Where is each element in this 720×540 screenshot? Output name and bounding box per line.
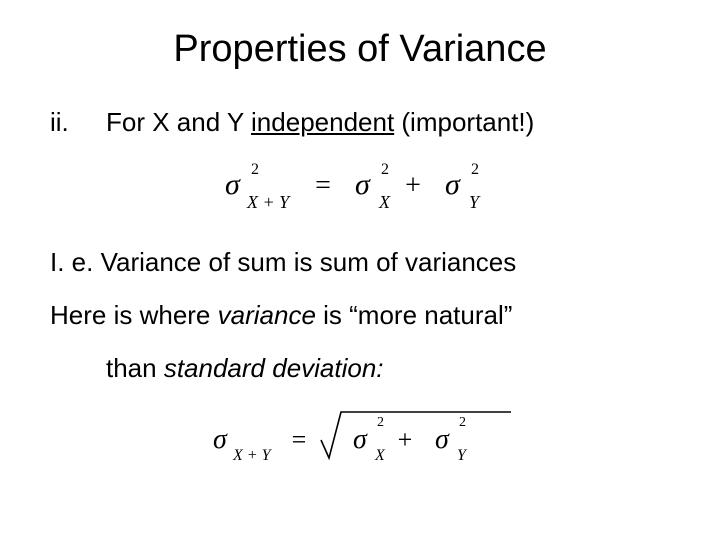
svg-text:Y: Y (457, 447, 468, 464)
svg-text:X: X (378, 192, 391, 210)
svg-text:X + Y: X + Y (246, 192, 291, 210)
here-italic-2: standard deviation: (164, 353, 384, 383)
svg-text:σ: σ (435, 424, 450, 455)
list-item-text: For X and Y independent (important!) (106, 105, 534, 140)
svg-text:=: = (292, 425, 307, 454)
page-title: Properties of Variance (50, 28, 670, 71)
svg-text:X + Y: X + Y (232, 447, 273, 464)
formula-svg-2: σX + Y=σ2X+σ2Y (205, 404, 515, 466)
here-mid: is “more natural” (316, 300, 513, 330)
text-prefix: For X and Y (106, 107, 251, 137)
here-line2-prefix: than (106, 353, 164, 383)
here-prefix: Here is where (50, 300, 218, 330)
svg-text:2: 2 (471, 161, 479, 178)
svg-text:σ: σ (445, 168, 461, 201)
slide: Properties of Variance ii. For X and Y i… (0, 0, 720, 540)
formula-sd-sum: σX + Y=σ2X+σ2Y (50, 404, 670, 471)
text-suffix: (important!) (394, 107, 534, 137)
formula-variance-sum: σ2X + Y=σ2X+σ2Y (50, 158, 670, 215)
svg-text:2: 2 (459, 415, 466, 430)
svg-text:σ: σ (225, 168, 241, 201)
here-line-2: than standard deviation: (50, 351, 670, 386)
svg-text:σ: σ (355, 168, 371, 201)
ie-line: I. e. Variance of sum is sum of variance… (50, 245, 670, 280)
svg-text:σ: σ (353, 424, 368, 455)
svg-text:=: = (315, 170, 331, 201)
svg-text:σ: σ (213, 424, 228, 455)
text-underlined: independent (251, 107, 394, 137)
svg-text:X: X (374, 447, 386, 464)
svg-text:Y: Y (469, 192, 481, 210)
list-marker: ii. (50, 105, 106, 140)
svg-text:+: + (398, 425, 413, 454)
formula-svg-1: σ2X + Y=σ2X+σ2Y (215, 158, 505, 210)
svg-text:2: 2 (381, 161, 389, 178)
svg-text:2: 2 (251, 161, 259, 178)
here-line-1: Here is where variance is “more natural” (50, 298, 670, 333)
svg-text:2: 2 (377, 415, 384, 430)
list-item: ii. For X and Y independent (important!) (50, 105, 670, 140)
here-italic-1: variance (218, 300, 316, 330)
svg-text:+: + (405, 170, 421, 201)
